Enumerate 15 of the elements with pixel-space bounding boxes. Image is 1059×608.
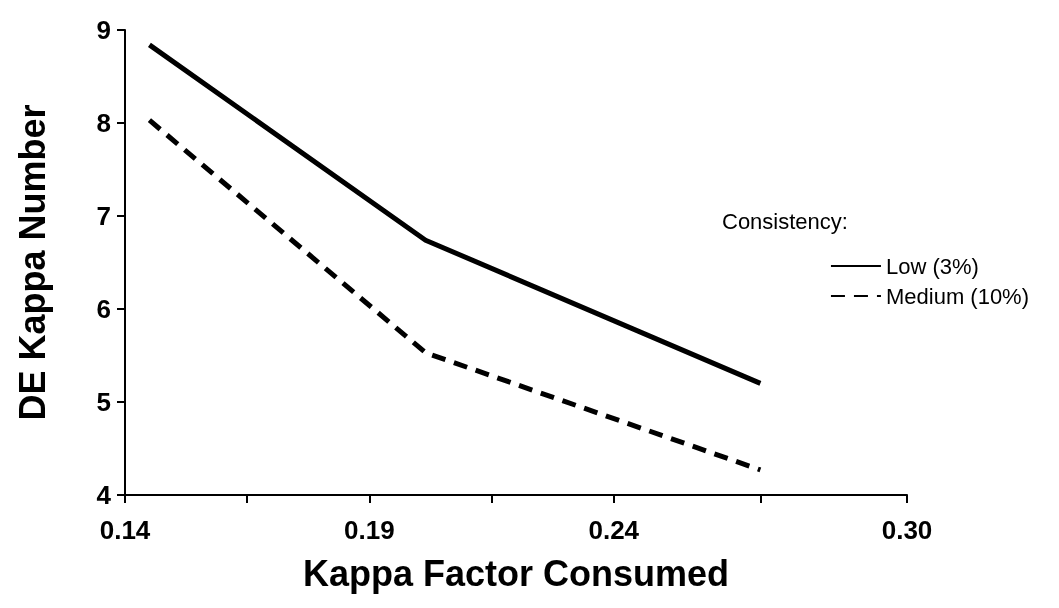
y-tick-label: 5	[96, 387, 111, 417]
y-tick-label: 8	[96, 108, 111, 138]
y-axis-title: DE Kappa Number	[11, 104, 53, 421]
x-tick-label: 0.14	[99, 515, 151, 545]
x-tick-label: 0.24	[588, 515, 640, 545]
legend-label: Low (3%)	[885, 253, 979, 279]
legend-title: Consistency:	[722, 208, 848, 234]
x-tick-label: 0.19	[344, 515, 395, 545]
x-tick-label: 0.30	[881, 515, 933, 545]
y-tick-label: 4	[96, 480, 112, 510]
legend-label: Medium (10%)	[885, 283, 1029, 309]
y-tick-label: 9	[96, 15, 111, 45]
x-axis-title: Kappa Factor Consumed	[302, 552, 730, 594]
y-tick-label: 6	[96, 294, 111, 324]
y-tick-label: 7	[96, 201, 111, 231]
